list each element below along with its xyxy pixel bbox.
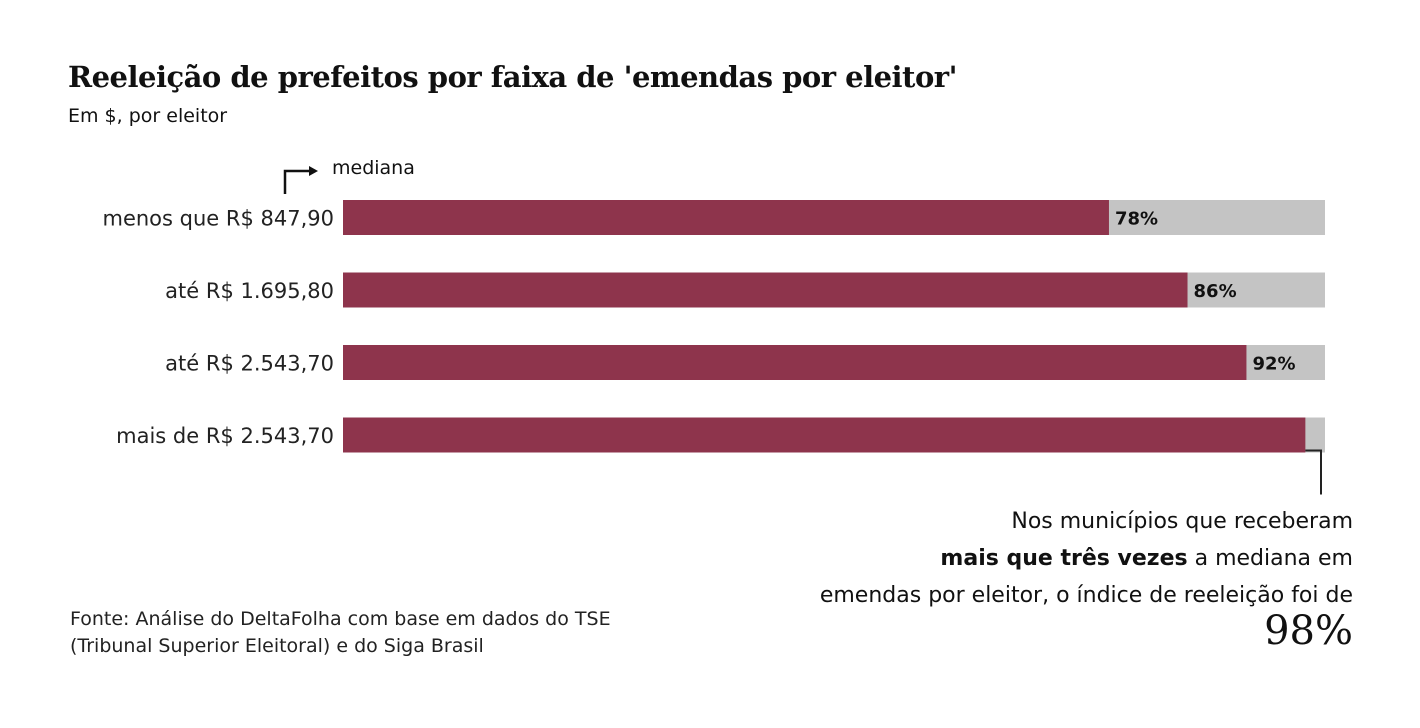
median-label: mediana [332,157,415,179]
median-arrow-icon [283,166,318,194]
annotation-connector [1305,449,1322,495]
chart-subtitle: Em $, por eleitor [68,105,228,127]
bar [343,345,1247,380]
annotation-line-3: emendas por eleitor, o índice de reeleiç… [819,583,1353,608]
annotation-line-2: mais que três vezes a mediana em [713,540,1353,577]
value-label: 92% [1252,354,1295,375]
source-line-2: (Tribunal Superior Eleitoral) e do Siga … [70,635,484,657]
value-label: 78% [1115,209,1158,230]
category-label: menos que R$ 847,90 [103,207,335,231]
value-label: 86% [1194,281,1237,302]
annotation-bold: mais que três vezes [940,546,1188,571]
annotation-big-value: 98% [1264,608,1353,654]
source-note: Fonte: Análise do DeltaFolha com base em… [70,606,611,660]
annotation-line-2-rest: a mediana em [1187,546,1353,571]
category-label: até R$ 1.695,80 [165,279,334,303]
category-label: mais de R$ 2.543,70 [116,424,334,448]
source-line-1: Fonte: Análise do DeltaFolha com base em… [70,608,611,630]
bar [343,272,1188,308]
annotation-line-1: Nos municípios que receberam [1011,509,1353,534]
bar [343,417,1306,453]
chart-title: Reeleição de prefeitos por faixa de 'eme… [68,60,957,94]
category-label: até R$ 2.543,70 [165,352,334,376]
bar [343,200,1109,235]
annotation-note: Nos municípios que receberam mais que tr… [713,503,1353,614]
